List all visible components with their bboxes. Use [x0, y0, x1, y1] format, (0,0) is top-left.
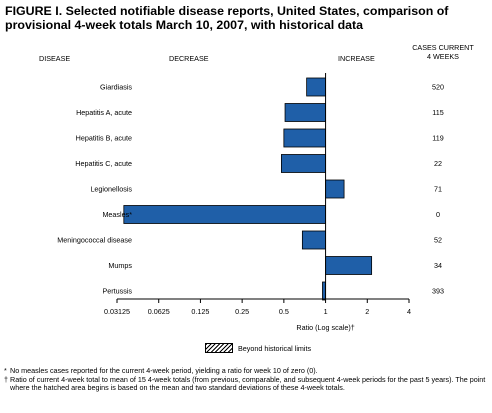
cases-value: 34	[434, 261, 442, 270]
category-label: Giardiasis	[100, 83, 132, 92]
footnote-2-mark: †	[4, 374, 8, 384]
cases-current-header: CASES CURRENT 4 WEEKS	[404, 43, 482, 61]
category-label: Legionellosis	[90, 185, 132, 194]
legend-label: Beyond historical limits	[238, 343, 312, 353]
cases-value: 22	[434, 159, 442, 168]
decrease-header: DECREASE	[169, 54, 209, 63]
cases-value: 115	[432, 108, 443, 117]
category-label: Pertussis	[102, 287, 132, 296]
bar-4	[325, 179, 345, 199]
legend: Beyond historical limits	[205, 343, 311, 353]
bar-1	[284, 103, 326, 122]
cases-value: 52	[434, 236, 442, 245]
cases-value: 71	[434, 185, 442, 194]
cases-value: 0	[436, 210, 440, 219]
cases-current-header-line2: 4 WEEKS	[427, 52, 459, 61]
bar-2	[283, 128, 326, 148]
x-tick-label: 0.0625	[148, 307, 170, 316]
increase-header: INCREASE	[338, 54, 375, 63]
footnote-1-mark: *	[4, 366, 7, 375]
cases-value: 520	[432, 83, 444, 92]
x-tick-label: 0.5	[279, 307, 289, 316]
category-label: Hepatitis B, acute	[76, 134, 132, 143]
x-tick-label: 0.25	[235, 307, 249, 316]
cases-current-header-line1: CASES CURRENT	[412, 43, 474, 52]
category-label: Hepatitis A, acute	[76, 108, 132, 117]
hatched-legend-swatch	[205, 343, 233, 353]
x-tick-label: 0.03125	[104, 307, 130, 316]
cases-value: 393	[432, 287, 444, 296]
category-label: Mumps	[108, 261, 132, 270]
footnote-1: * No measles cases reported for the curr…	[4, 366, 490, 376]
category-label: Hepatitis C, acute	[75, 159, 132, 168]
footnotes: * No measles cases reported for the curr…	[4, 366, 490, 393]
figure-title: FIGURE I. Selected notifiable disease re…	[5, 4, 449, 32]
x-tick-label: 1	[324, 307, 328, 316]
x-tick-label: 0.125	[191, 307, 209, 316]
category-label: Meningococcal disease	[57, 236, 132, 245]
category-label: Measles*	[102, 210, 132, 219]
x-tick-label: 4	[407, 307, 411, 316]
bar-6	[301, 230, 326, 250]
footnote-2-text: Ratio of current 4-week total to mean of…	[10, 374, 486, 393]
bar-0	[306, 77, 326, 97]
cases-value: 119	[432, 134, 443, 143]
bar-7	[325, 256, 373, 275]
x-axis-label: Ratio (Log scale)†	[296, 323, 354, 332]
footnote-2: † Ratio of current 4-week total to mean …	[4, 374, 490, 393]
bar-3	[281, 154, 326, 173]
x-tick-label: 2	[365, 307, 369, 316]
footnote-1-text: No measles cases reported for the curren…	[10, 366, 318, 375]
disease-column-header: DISEASE	[39, 54, 71, 63]
bar-5	[123, 205, 326, 224]
